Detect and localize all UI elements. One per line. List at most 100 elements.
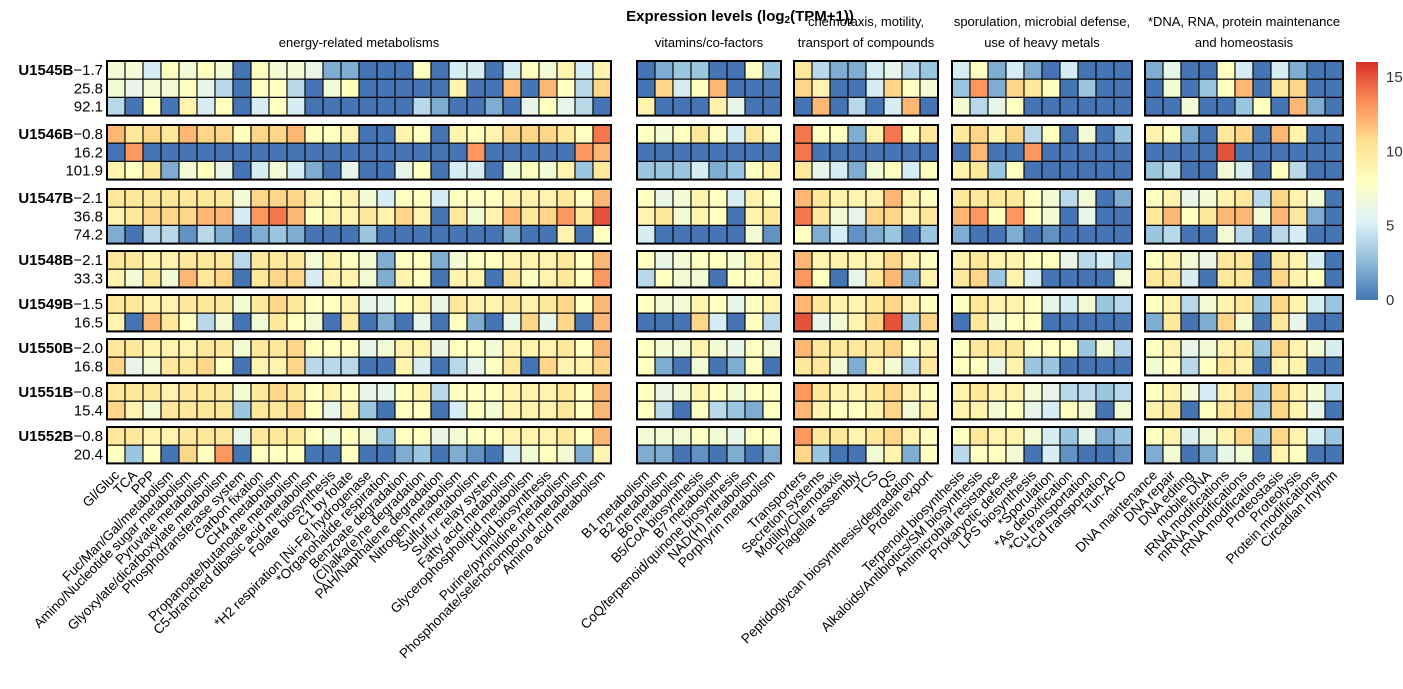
block-frame (793, 250, 939, 289)
heatmap-cell (901, 294, 921, 314)
heatmap-cell (1252, 250, 1272, 270)
heatmap-cell (502, 268, 522, 288)
heatmap-cell (574, 250, 594, 270)
heatmap-cell (286, 250, 306, 270)
block-frame (106, 382, 612, 421)
heatmap-cell (124, 206, 144, 226)
heatmap-cell (250, 60, 270, 80)
heatmap-cell (901, 312, 921, 332)
heatmap-cell (520, 206, 540, 226)
heatmap-cell (708, 96, 728, 117)
row-label: 25.8 (74, 80, 103, 97)
heatmap-cell (448, 268, 468, 288)
heatmap-cell (376, 124, 396, 144)
heatmap-cell (358, 160, 378, 181)
heatmap-cell (1216, 294, 1236, 314)
heatmap-cell (919, 142, 939, 162)
heatmap-cell (1252, 124, 1272, 144)
heatmap-cell (574, 206, 594, 226)
heatmap-cell (1144, 250, 1164, 270)
heatmap-cell (1234, 356, 1254, 376)
heatmap-cell (744, 294, 764, 314)
heatmap-cell (708, 356, 728, 376)
heatmap-cell (142, 294, 162, 314)
heatmap-cell (1288, 206, 1308, 226)
heatmap-cell (466, 268, 486, 288)
heatmap-cell (951, 294, 971, 314)
heatmap-cell (829, 426, 849, 446)
heatmap-cell (636, 444, 656, 464)
heatmap-cell (1180, 60, 1200, 80)
heatmap-cell (430, 224, 450, 245)
heatmap-cell (376, 312, 396, 332)
heatmap-cell (919, 250, 939, 270)
heatmap-cell (987, 426, 1007, 446)
heatmap-cell (901, 78, 921, 98)
heatmap-cell (744, 356, 764, 376)
heatmap-cell (520, 142, 540, 162)
heatmap-cell (793, 338, 813, 358)
heatmap-cell (250, 142, 270, 162)
heatmap-cell (1059, 426, 1079, 446)
heatmap-cell (142, 356, 162, 376)
heatmap-cell (1306, 160, 1326, 181)
heatmap-cell (726, 356, 746, 376)
heatmap-cell (1077, 60, 1097, 80)
heatmap-cell (538, 96, 558, 117)
heatmap-cell (1180, 426, 1200, 446)
heatmap-cell (1324, 356, 1344, 376)
heatmap-cell (430, 206, 450, 226)
heatmap-cell (394, 96, 414, 117)
heatmap-cell (636, 96, 656, 117)
heatmap-cell (538, 294, 558, 314)
heatmap-cell (178, 142, 198, 162)
heatmap-cell (286, 382, 306, 402)
heatmap-cell (268, 312, 288, 332)
heatmap-cell (520, 294, 540, 314)
heatmap-cell (811, 250, 831, 270)
heatmap-cell (654, 160, 674, 181)
heatmap-cell (502, 224, 522, 245)
heatmap-cell (340, 268, 360, 288)
heatmap-cell (358, 338, 378, 358)
heatmap-cell (1234, 294, 1254, 314)
heatmap-cell (883, 224, 903, 245)
heatmap-cell (987, 160, 1007, 181)
heatmap-cell (690, 188, 710, 208)
heatmap-cell (214, 338, 234, 358)
heatmap-cell (726, 338, 746, 358)
heatmap-cell (1288, 96, 1308, 117)
heatmap-cell (987, 188, 1007, 208)
heatmap-cell (1144, 356, 1164, 376)
heatmap-cell (484, 338, 504, 358)
heatmap-cell (829, 338, 849, 358)
heatmap-cell (1095, 206, 1115, 226)
heatmap-cell (556, 444, 576, 464)
heatmap-cell (1288, 426, 1308, 446)
column-group-label: chemotaxis, motility, (808, 14, 924, 29)
heatmap-cell (847, 160, 867, 181)
heatmap-cell (1270, 60, 1290, 80)
heatmap-cell (793, 206, 813, 226)
heatmap-cell (286, 356, 306, 376)
heatmap-cell (484, 160, 504, 181)
heatmap-cell (636, 188, 656, 208)
block-frame (636, 60, 782, 117)
heatmap-cell (1162, 224, 1182, 245)
heatmap-cell (124, 294, 144, 314)
heatmap-cell (1324, 294, 1344, 314)
heatmap-cell (762, 338, 782, 358)
heatmap-cell (178, 124, 198, 144)
heatmap-cell (448, 124, 468, 144)
heatmap-cell (1198, 124, 1218, 144)
heatmap-cell (1162, 250, 1182, 270)
heatmap-cell (1162, 444, 1182, 464)
heatmap-cell (448, 206, 468, 226)
heatmap-cell (106, 78, 126, 98)
heatmap-cell (1059, 78, 1079, 98)
heatmap-cell (883, 444, 903, 464)
heatmap-cell (1234, 224, 1254, 245)
heatmap-cell (1023, 224, 1043, 245)
heatmap-cell (865, 78, 885, 98)
